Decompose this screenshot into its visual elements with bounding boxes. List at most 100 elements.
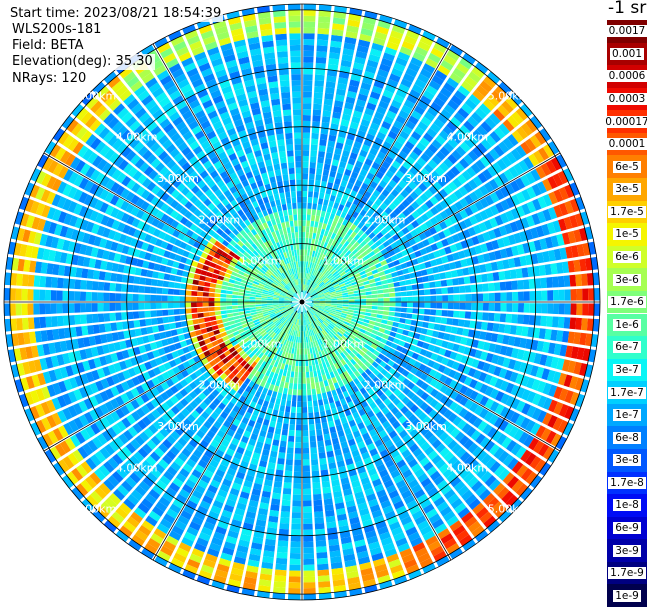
range-bin [545,160,557,174]
range-bin [323,278,330,284]
range-bin [354,337,361,343]
range-bin [311,282,316,288]
range-bin [54,443,66,457]
range-bin [225,498,236,508]
range-bin [161,371,171,381]
range-bin [209,287,216,293]
range-bin [394,264,402,271]
range-bin [5,256,14,270]
range-bin [203,281,211,287]
range-bin [472,146,483,158]
range-bin [446,359,455,368]
range-bin [434,316,442,324]
range-bin [313,296,319,299]
range-bin [340,287,348,292]
range-bin [304,319,307,326]
range-bin [531,213,541,225]
range-bin [458,311,466,319]
range-bin [95,380,105,392]
range-bin [293,353,297,361]
range-bin [398,340,406,347]
range-bin [331,298,337,301]
range-bin [368,278,376,284]
range-bin [22,361,31,375]
range-bin [469,402,479,413]
range-bin [145,455,157,467]
range-bin [14,211,24,225]
range-bin [344,280,351,286]
range-bin [146,351,155,360]
range-bin [411,244,420,252]
range-bin [202,297,209,302]
range-bin [318,265,323,272]
range-bin [334,248,340,255]
range-bin [303,582,316,589]
range-bin [285,305,291,308]
range-bin [402,329,410,336]
range-bin [303,39,315,46]
range-bin [341,335,348,341]
range-bin [266,407,273,415]
range-bin [402,125,413,135]
range-bin [236,346,243,354]
range-bin [198,569,213,580]
range-bin [286,346,290,353]
range-bin [318,375,323,382]
range-bin [57,315,64,327]
range-bin [342,349,349,357]
range-bin [273,433,281,441]
range-bin [363,243,370,251]
range-bin [312,294,318,298]
range-bin [415,216,425,226]
range-bin [57,211,67,224]
range-bin [124,459,136,471]
range-bin [398,165,408,175]
range-bin [313,276,318,283]
range-bin [122,369,131,380]
range-bin [304,307,307,313]
range-bin [358,39,371,48]
range-bin [511,245,519,256]
range-bin [196,444,206,454]
range-bin [226,343,234,350]
range-bin [261,302,267,304]
range-bin [403,324,411,331]
range-bin [489,217,498,228]
range-bin [134,529,149,542]
range-bin [364,236,372,244]
range-bin [355,50,368,59]
range-bin [391,326,398,333]
range-bin [312,394,318,401]
range-bin [371,235,379,243]
range-bin [293,477,302,484]
range-bin [146,244,155,253]
range-bin [386,553,400,563]
range-bin [323,342,329,349]
range-bin [368,498,379,508]
range-bin [294,306,299,312]
range-bin [332,327,339,334]
range-bin [258,411,266,419]
range-bin [430,491,442,503]
range-bin [313,283,318,289]
range-bin [261,300,267,302]
range-bin [211,340,219,347]
range-bin [73,350,82,362]
range-bin [251,328,258,334]
range-bin [156,310,163,317]
range-bin [313,244,317,252]
range-bin [229,336,237,343]
range-bin [484,398,495,410]
range-bin [87,359,97,370]
range-bin [339,337,346,344]
range-bin [320,210,326,218]
range-bin [248,463,258,472]
range-bin [289,377,294,384]
range-bin [323,433,331,441]
range-bin [91,369,100,381]
range-bin [337,519,349,527]
range-bin [263,550,275,558]
range-bin [342,174,350,182]
range-bin [312,482,321,489]
range-bin [573,361,582,375]
